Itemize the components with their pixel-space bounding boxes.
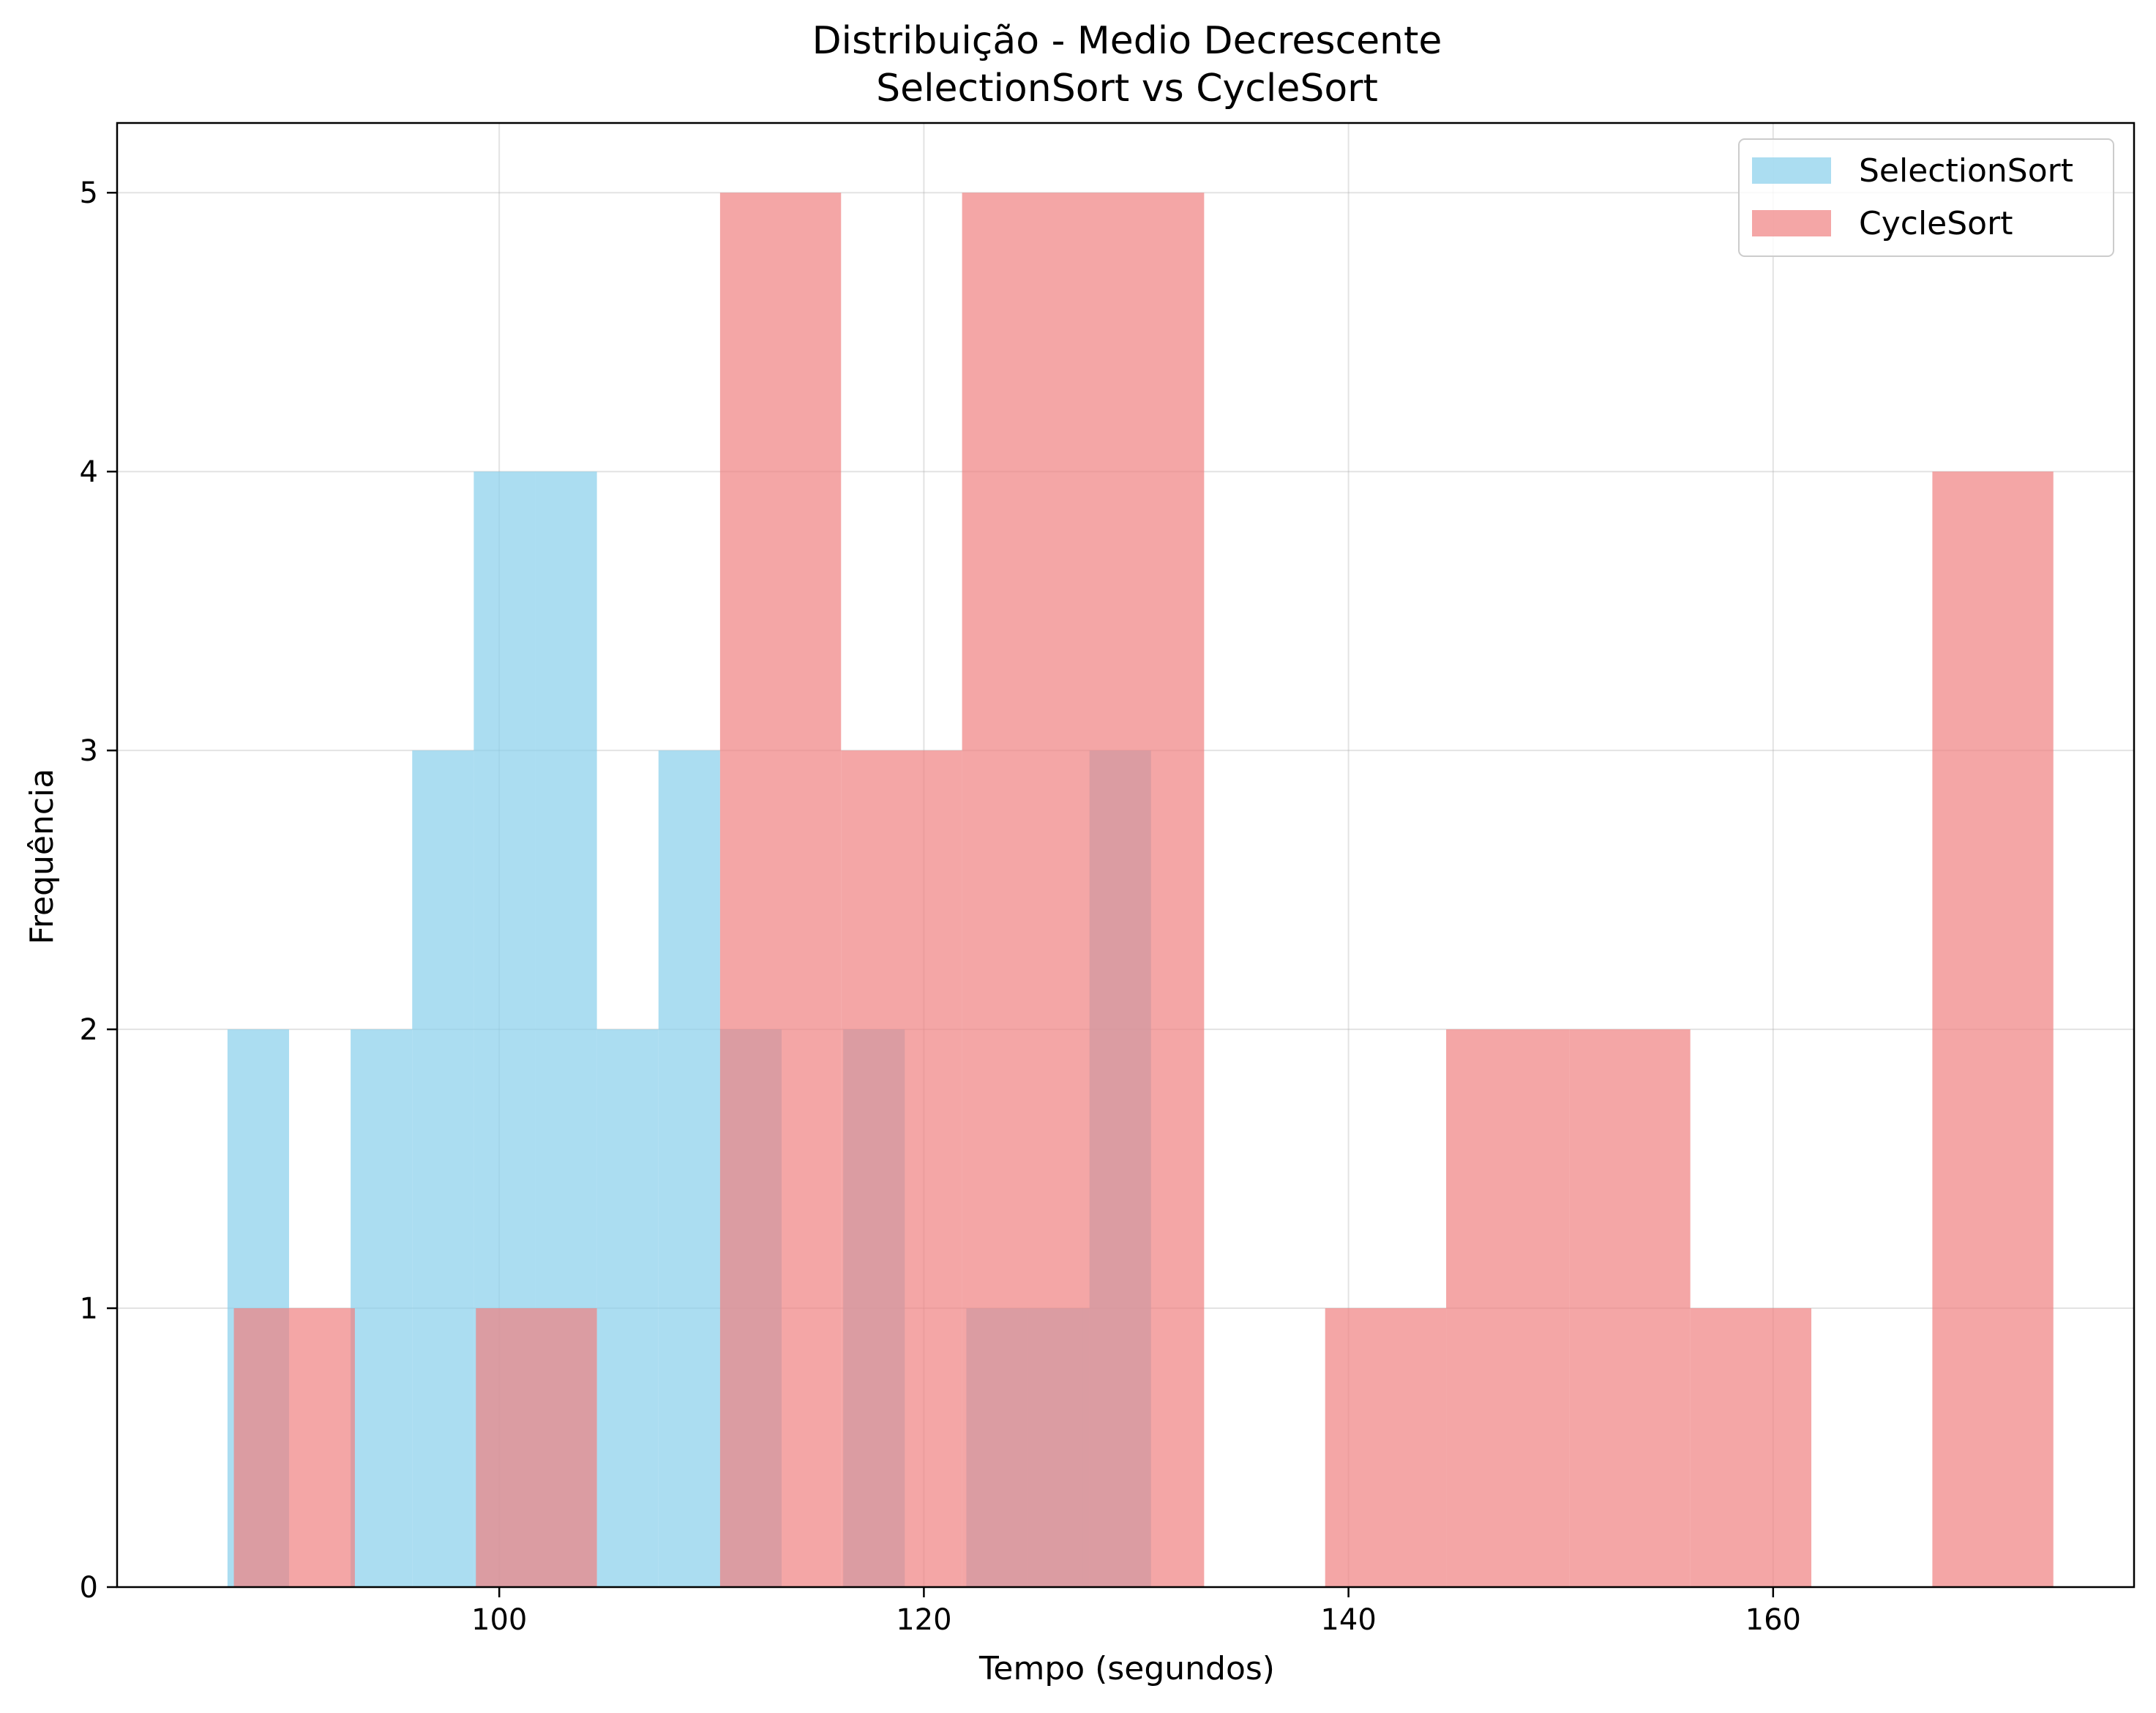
chart-subtitle: SelectionSort vs CycleSort <box>876 67 1378 111</box>
bar-cyclesort <box>233 1308 355 1587</box>
y-tick-label: 4 <box>80 455 98 489</box>
y-tick-label: 5 <box>80 176 98 210</box>
y-tick-label: 0 <box>80 1571 98 1605</box>
x-tick-label: 120 <box>896 1603 951 1637</box>
bar-selectionsort <box>412 750 474 1587</box>
x-tick-label: 140 <box>1320 1603 1376 1637</box>
legend-swatch-cyclesort <box>1752 210 1831 236</box>
bar-cyclesort <box>962 193 1083 1588</box>
bar-selectionsort <box>351 1029 413 1587</box>
legend-label-selectionsort: SelectionSort <box>1859 152 2073 190</box>
bar-cyclesort <box>1082 193 1205 1588</box>
bar-selectionsort <box>596 1029 659 1587</box>
x-tick-label: 100 <box>471 1603 527 1637</box>
bar-cyclesort <box>841 750 962 1587</box>
legend-swatch-selectionsort <box>1752 157 1831 184</box>
bar-cyclesort <box>1446 1029 1570 1587</box>
x-axis-label: Tempo (segundos) <box>978 1650 1275 1687</box>
x-tick-label: 160 <box>1745 1603 1801 1637</box>
y-tick-label: 1 <box>80 1292 98 1326</box>
bar-cyclesort <box>719 193 842 1588</box>
y-tick-label: 2 <box>80 1013 98 1047</box>
y-axis-label: Frequência <box>23 769 61 944</box>
bar-cyclesort <box>1569 1029 1691 1587</box>
legend-box <box>1738 138 2114 257</box>
legend: SelectionSort CycleSort <box>1738 138 2114 257</box>
bars <box>227 193 2054 1588</box>
y-tick-label: 3 <box>80 734 98 768</box>
plot-frame <box>116 122 2136 1589</box>
bar-cyclesort <box>476 1308 597 1587</box>
y-ticks: 0 1 2 3 4 5 <box>80 176 117 1605</box>
bar-cyclesort <box>1325 1308 1447 1587</box>
x-ticks: 100 120 140 160 <box>471 1587 1801 1637</box>
chart-title: Distribuição - Medio Decrescente <box>812 19 1442 63</box>
bar-cyclesort <box>1932 471 2054 1588</box>
bar-selectionsort <box>658 750 720 1587</box>
bar-cyclesort <box>1690 1308 1812 1587</box>
legend-label-cyclesort: CycleSort <box>1859 205 2013 242</box>
